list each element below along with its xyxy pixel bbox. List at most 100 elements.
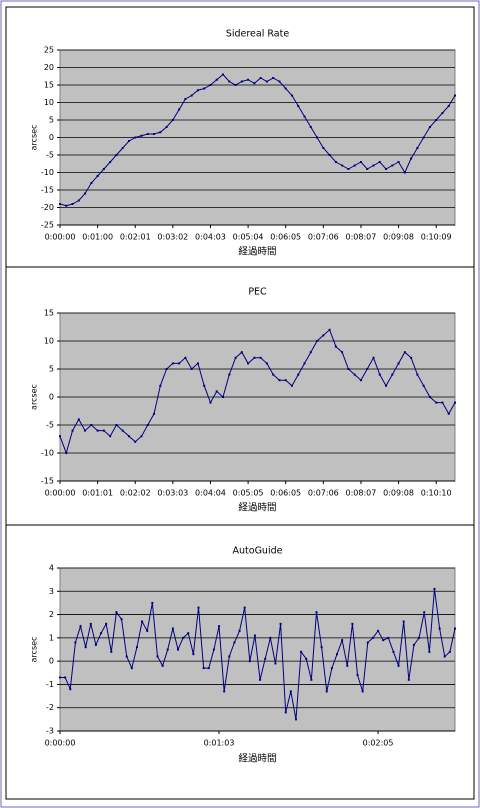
data-point xyxy=(115,424,118,426)
data-point xyxy=(228,655,231,658)
data-point xyxy=(435,401,438,404)
data-point xyxy=(325,690,328,693)
data-point xyxy=(366,368,369,370)
data-point xyxy=(316,136,319,139)
data-point xyxy=(289,690,292,693)
data-point xyxy=(382,639,385,642)
data-point xyxy=(341,639,344,642)
data-point xyxy=(259,356,262,359)
data-point xyxy=(65,452,68,454)
data-point xyxy=(447,412,450,415)
data-point xyxy=(402,620,405,623)
data-point xyxy=(278,80,281,83)
data-point xyxy=(109,161,112,163)
data-point xyxy=(84,646,87,649)
data-point xyxy=(121,429,124,432)
data-point xyxy=(69,688,72,691)
data-point xyxy=(422,136,425,139)
data-point xyxy=(412,643,415,646)
data-point xyxy=(184,356,187,359)
data-point xyxy=(234,84,237,86)
data-point xyxy=(115,154,118,156)
chart-title: PEC xyxy=(248,287,267,298)
data-point xyxy=(130,667,133,670)
y-tick-label: 15 xyxy=(44,81,54,90)
data-point xyxy=(166,648,169,651)
data-point xyxy=(322,147,325,149)
data-point xyxy=(284,711,287,714)
data-point xyxy=(372,356,375,359)
data-point xyxy=(218,625,221,628)
data-point xyxy=(305,657,308,660)
x-tick-label: 0:06:05 xyxy=(270,489,301,498)
data-point xyxy=(203,384,206,387)
data-point xyxy=(140,134,143,137)
x-tick-label: 0:02:02 xyxy=(120,489,151,498)
y-tick-label: -10 xyxy=(41,449,54,458)
data-point xyxy=(351,622,354,625)
data-point xyxy=(423,611,426,614)
data-point xyxy=(165,368,168,370)
data-point xyxy=(171,119,174,121)
data-point xyxy=(441,112,444,114)
data-point xyxy=(447,105,450,107)
data-point xyxy=(454,627,456,630)
data-point xyxy=(448,650,451,653)
data-point xyxy=(59,435,61,438)
data-point xyxy=(366,641,369,644)
data-point xyxy=(171,362,174,365)
x-axis-label: 経過時間 xyxy=(238,502,276,514)
data-point xyxy=(234,356,237,359)
x-axis-label: 経過時間 xyxy=(238,753,276,765)
data-point xyxy=(328,154,331,156)
y-tick-label: 1 xyxy=(49,633,54,642)
data-point xyxy=(433,587,436,590)
chart-title: Sidereal Rate xyxy=(226,29,290,40)
data-point xyxy=(156,655,159,658)
data-point xyxy=(359,161,362,163)
data-point xyxy=(274,662,277,665)
data-point xyxy=(347,168,350,170)
data-point xyxy=(272,77,275,79)
data-point xyxy=(284,87,287,90)
data-line xyxy=(59,73,456,207)
data-point xyxy=(190,94,193,97)
data-point xyxy=(356,674,359,677)
data-point xyxy=(102,168,105,170)
data-point xyxy=(294,718,297,721)
x-tick-label: 0:01:03 xyxy=(204,739,235,748)
data-point xyxy=(443,655,446,658)
data-point xyxy=(253,356,256,359)
x-tick-label: 0:04:04 xyxy=(195,489,226,498)
data-point xyxy=(71,203,74,205)
data-point xyxy=(397,362,400,365)
data-point xyxy=(141,620,144,623)
y-tick-label: 5 xyxy=(49,116,54,125)
data-point xyxy=(202,667,205,670)
data-point xyxy=(279,622,282,625)
data-point xyxy=(253,634,256,637)
data-point xyxy=(303,115,306,118)
data-point xyxy=(341,351,344,354)
data-point xyxy=(428,126,431,128)
plot-area xyxy=(59,567,456,732)
data-point xyxy=(336,653,339,656)
data-point xyxy=(284,379,287,382)
data-point xyxy=(184,98,187,100)
data-point xyxy=(222,73,225,76)
data-point xyxy=(90,424,93,426)
data-point xyxy=(297,373,300,376)
y-tick-label: -2 xyxy=(46,703,54,712)
data-point xyxy=(371,636,374,639)
data-point xyxy=(121,147,124,149)
data-point xyxy=(203,87,206,90)
data-point xyxy=(253,82,256,85)
data-point xyxy=(347,368,350,370)
data-point xyxy=(190,368,193,370)
data-point xyxy=(207,667,210,670)
data-point xyxy=(315,611,318,614)
data-point xyxy=(259,77,262,79)
x-tick-label: 0:00:00 xyxy=(45,233,76,242)
data-point xyxy=(105,622,108,625)
data-point xyxy=(96,429,99,432)
